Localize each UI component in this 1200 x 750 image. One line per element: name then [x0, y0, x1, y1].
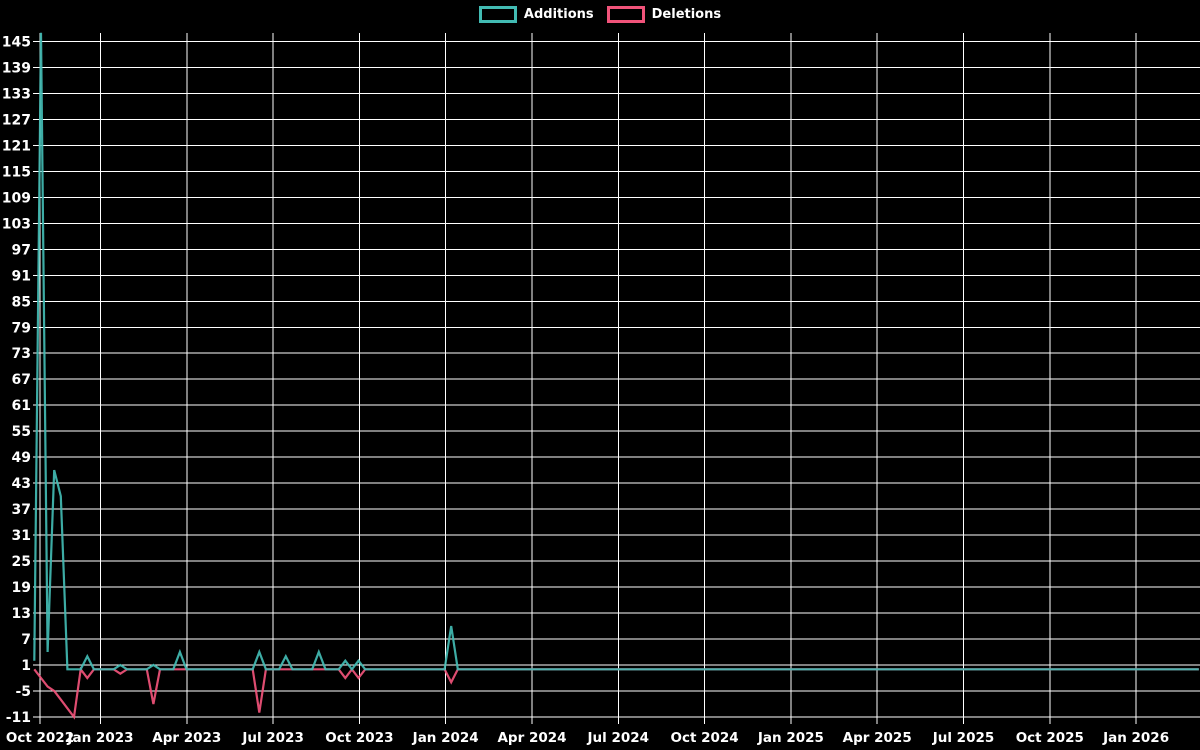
y-tick-label: 91 [12, 268, 31, 284]
legend-label-additions: Additions [523, 7, 594, 22]
y-tick-label: 121 [2, 138, 31, 154]
y-tick-label: 145 [2, 35, 31, 51]
y-tick-label: 73 [12, 346, 31, 362]
y-tick-label: 55 [12, 424, 31, 440]
y-tick-label: 103 [2, 216, 31, 232]
y-tick-label: 97 [12, 242, 31, 258]
y-tick-label: 13 [12, 606, 31, 622]
y-tick-label: 43 [12, 476, 31, 492]
x-tick-label: Jul 2025 [932, 730, 995, 746]
x-tick-label: Apr 2024 [497, 730, 566, 746]
x-tick-label: Jan 2026 [1102, 730, 1169, 746]
y-tick-label: -11 [6, 710, 31, 726]
x-tick-label: Oct 2025 [1016, 730, 1084, 746]
y-tick-label: 115 [2, 164, 31, 180]
x-tick-label: Jul 2023 [241, 730, 304, 746]
y-tick-label: 67 [12, 372, 31, 388]
y-tick-label: 25 [12, 554, 31, 570]
x-tick-label: Oct 2023 [325, 730, 393, 746]
y-tick-label: 61 [12, 398, 31, 414]
y-tick-label: 19 [12, 580, 31, 596]
y-tick-label: -5 [15, 684, 31, 700]
y-tick-label: 133 [2, 86, 31, 102]
y-tick-label: 37 [12, 502, 31, 518]
x-tick-label: Jan 2023 [66, 730, 133, 746]
y-tick-label: 127 [2, 112, 31, 128]
legend-item-deletions[interactable]: Deletions [606, 6, 722, 23]
x-tick-label: Oct 2024 [670, 730, 738, 746]
additions-swatch-icon [478, 6, 517, 23]
y-tick-label: 1 [21, 658, 31, 674]
x-tick-label: Apr 2023 [152, 730, 221, 746]
y-tick-label: 109 [2, 190, 31, 206]
additions-line [33, 32, 1199, 672]
y-tick-label: 49 [12, 450, 31, 466]
legend: Additions Deletions [0, 6, 1200, 23]
y-tick-label: 79 [12, 320, 31, 336]
y-tick-label: 7 [21, 632, 31, 648]
deletions-line [33, 666, 1199, 720]
x-tick-label: Jan 2025 [757, 730, 824, 746]
legend-item-additions[interactable]: Additions [478, 6, 594, 23]
y-tick-label: 85 [12, 294, 31, 310]
x-tick-label: Oct 2022 [6, 730, 74, 746]
legend-label-deletions: Deletions [651, 7, 722, 22]
x-tick-label: Apr 2025 [843, 730, 912, 746]
x-tick-label: Jan 2024 [412, 730, 479, 746]
y-tick-label: 31 [12, 528, 31, 544]
y-tick-label: 139 [2, 61, 31, 77]
deletions-swatch-icon [606, 6, 645, 23]
x-tick-label: Jul 2024 [587, 730, 650, 746]
